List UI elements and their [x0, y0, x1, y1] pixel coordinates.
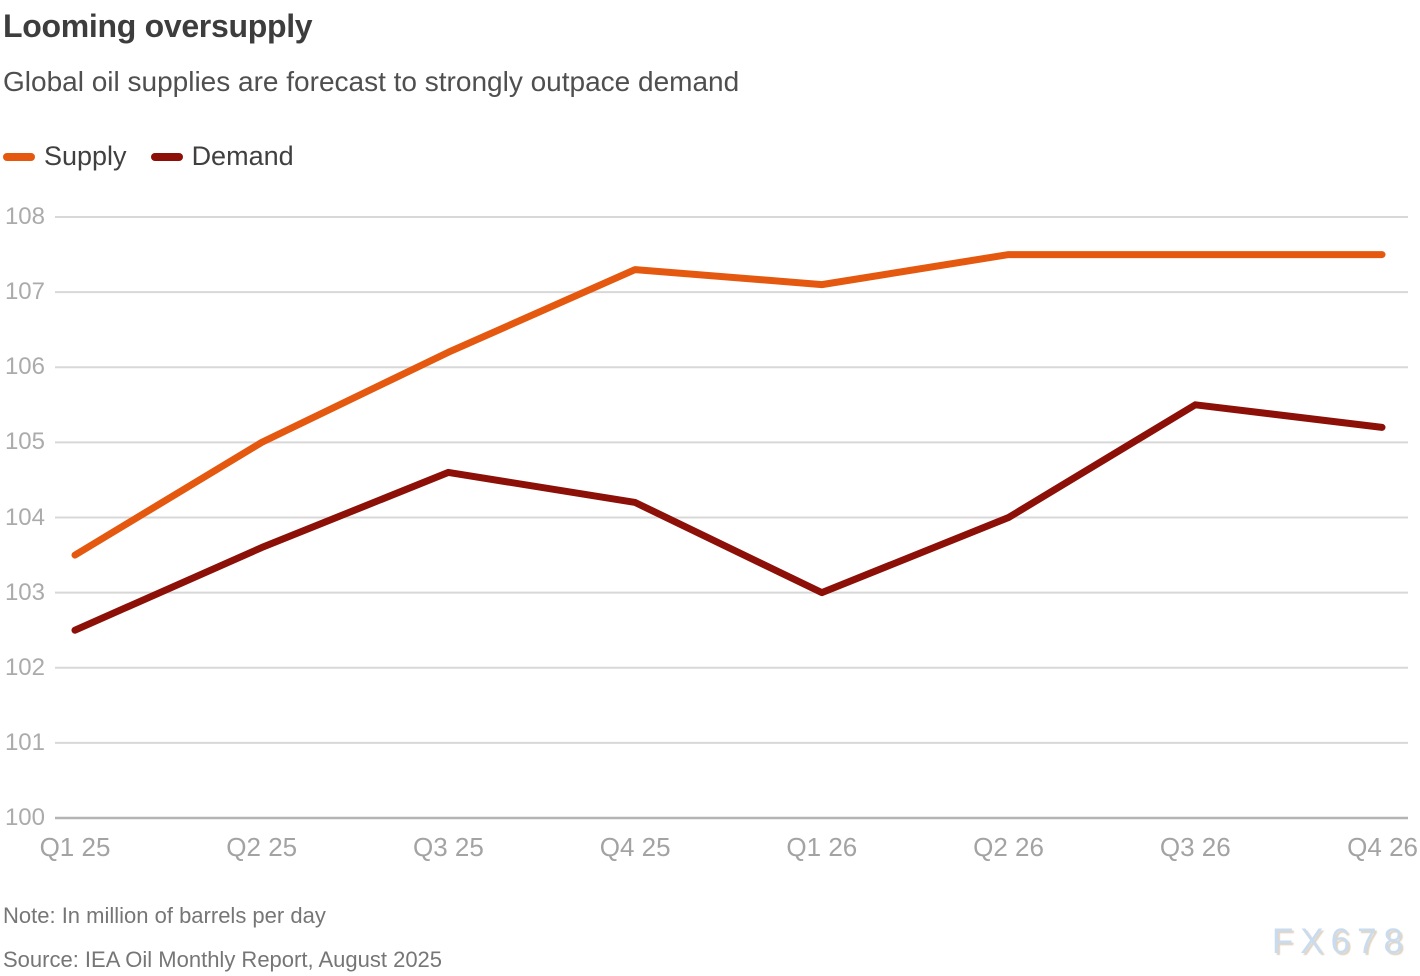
y-tick-label-101: 101 [4, 728, 45, 756]
watermark: FX678 [1271, 922, 1410, 961]
y-tick-label-100: 100 [4, 804, 45, 831]
legend-item-demand: Demand [150, 141, 294, 172]
y-tick-label-103: 103 [4, 578, 45, 606]
x-tick-label-q3-26: Q3 26 [1159, 832, 1231, 862]
y-tick-label-107: 107 [4, 278, 45, 306]
chart-note: Note: In million of barrels per day [3, 903, 326, 928]
legend-label-demand: Demand [191, 141, 294, 171]
y-tick-label-105: 105 [4, 428, 45, 456]
demand-line-swatch-icon [150, 152, 183, 161]
supply-line [71, 251, 1386, 559]
y-tick-label-106: 106 [4, 353, 45, 381]
chart-subtitle: Global oil supplies are forecast to stro… [3, 66, 740, 97]
x-tick-label-q4-26: Q4 26 [1347, 832, 1418, 862]
y-tick-label-102: 102 [4, 653, 45, 681]
chart-title: Looming oversupply [3, 8, 313, 44]
chart-source: Source: IEA Oil Monthly Report, August 2… [3, 947, 443, 972]
x-tick-label-q2-26: Q2 26 [973, 832, 1044, 862]
y-tick-label-104: 104 [4, 503, 45, 531]
supply-line-swatch-icon [3, 152, 35, 161]
x-tick-label-q1-25: Q1 25 [39, 832, 111, 862]
legend: Supply Demand [3, 141, 294, 172]
x-tick-label-q3-25: Q3 25 [413, 832, 484, 862]
x-tick-label-q1-26: Q1 26 [786, 832, 858, 862]
demand-line [71, 401, 1386, 634]
x-tick-label-q4-25: Q4 25 [599, 832, 671, 862]
y-tick-label-108: 108 [4, 203, 45, 230]
legend-label-supply: Supply [44, 141, 127, 171]
legend-item-supply: Supply [3, 141, 127, 172]
x-tick-label-q2-25: Q2 25 [226, 832, 298, 862]
